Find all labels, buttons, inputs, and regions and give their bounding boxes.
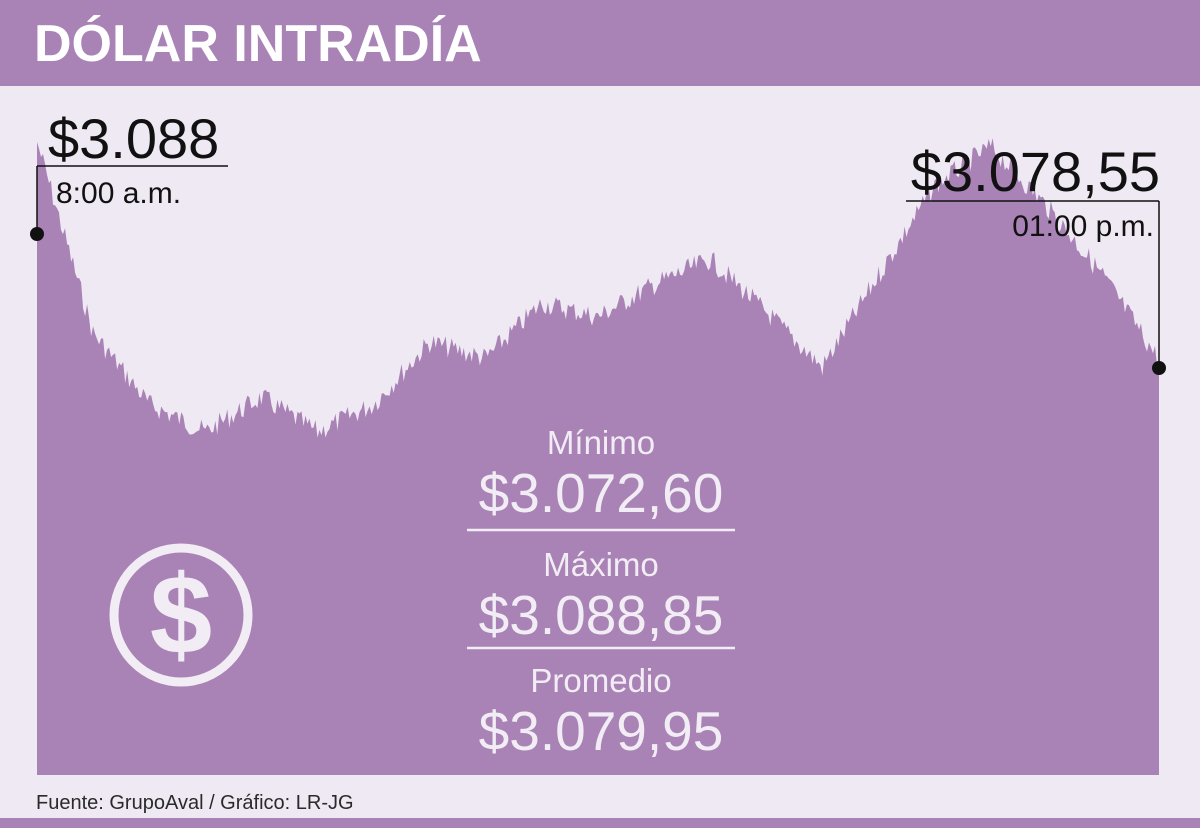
bottom-bar <box>0 818 1200 828</box>
stat-min-value: $3.072,60 <box>479 462 724 524</box>
end-point <box>1152 361 1166 375</box>
start-point <box>30 227 44 241</box>
source-note: Fuente: GrupoAval / Gráfico: LR-JG <box>36 792 354 814</box>
stat-max-value: $3.088,85 <box>479 584 724 646</box>
price-area <box>37 138 1159 776</box>
end-time: 01:00 p.m. <box>1012 210 1154 243</box>
start-value: $3.088 <box>48 107 219 170</box>
dollar-circle-icon: $ <box>109 543 253 687</box>
svg-text:$: $ <box>150 552 212 677</box>
stat-min-label: Mínimo <box>547 424 655 461</box>
stat-max-label: Máximo <box>543 546 659 583</box>
stat-avg-label: Promedio <box>530 662 671 699</box>
stat-avg-value: $3.079,95 <box>479 700 724 762</box>
chart-title: DÓLAR INTRADÍA <box>34 15 482 73</box>
header-bar: DÓLAR INTRADÍA <box>0 0 1200 86</box>
end-value: $3.078,55 <box>911 140 1160 203</box>
start-time: 8:00 a.m. <box>56 177 181 210</box>
